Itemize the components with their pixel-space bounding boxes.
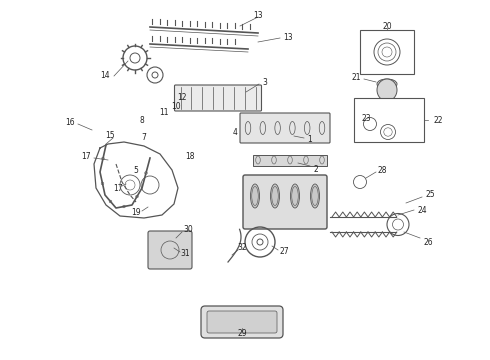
FancyBboxPatch shape <box>174 85 262 111</box>
FancyBboxPatch shape <box>148 231 192 269</box>
FancyBboxPatch shape <box>243 175 327 229</box>
Ellipse shape <box>377 79 397 101</box>
Text: 24: 24 <box>417 206 427 215</box>
Text: 10: 10 <box>171 102 181 111</box>
Text: 12: 12 <box>177 94 187 103</box>
FancyBboxPatch shape <box>201 306 283 338</box>
FancyBboxPatch shape <box>240 113 330 143</box>
Text: 17: 17 <box>113 184 123 193</box>
Text: 13: 13 <box>253 10 263 19</box>
Text: 31: 31 <box>180 249 190 258</box>
Text: 22: 22 <box>433 116 443 125</box>
Text: 23: 23 <box>361 113 371 122</box>
Text: 32: 32 <box>237 243 247 252</box>
Text: 20: 20 <box>382 22 392 31</box>
Text: 1: 1 <box>308 135 313 144</box>
Bar <box>253 154 327 166</box>
Text: 25: 25 <box>425 189 435 198</box>
Bar <box>360 30 414 74</box>
Text: 3: 3 <box>263 77 268 86</box>
Text: 18: 18 <box>185 152 195 161</box>
Ellipse shape <box>270 184 279 208</box>
Text: 19: 19 <box>131 207 141 216</box>
Text: 8: 8 <box>140 116 145 125</box>
Text: 7: 7 <box>142 134 147 143</box>
Text: 28: 28 <box>377 166 387 175</box>
Ellipse shape <box>291 184 299 208</box>
Ellipse shape <box>311 184 319 208</box>
Text: 16: 16 <box>65 117 75 126</box>
Ellipse shape <box>250 184 260 208</box>
FancyBboxPatch shape <box>207 311 277 333</box>
Text: 21: 21 <box>351 72 361 81</box>
Text: 15: 15 <box>105 131 115 140</box>
Text: 30: 30 <box>183 225 193 234</box>
Text: 14: 14 <box>100 71 110 80</box>
Text: 5: 5 <box>134 166 139 175</box>
Text: 27: 27 <box>279 248 289 256</box>
Text: 11: 11 <box>159 108 169 117</box>
Text: 13: 13 <box>283 33 293 42</box>
Text: 4: 4 <box>233 127 238 136</box>
Text: 17: 17 <box>81 152 91 161</box>
Ellipse shape <box>377 79 397 89</box>
Text: 26: 26 <box>423 238 433 247</box>
Text: 29: 29 <box>237 328 247 338</box>
Text: 2: 2 <box>314 165 318 174</box>
Bar <box>354 98 424 142</box>
